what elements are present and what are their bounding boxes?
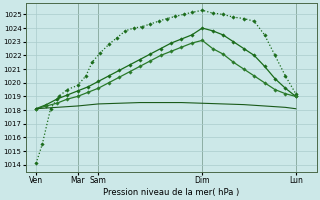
- X-axis label: Pression niveau de la mer( hPa ): Pression niveau de la mer( hPa ): [103, 188, 239, 197]
